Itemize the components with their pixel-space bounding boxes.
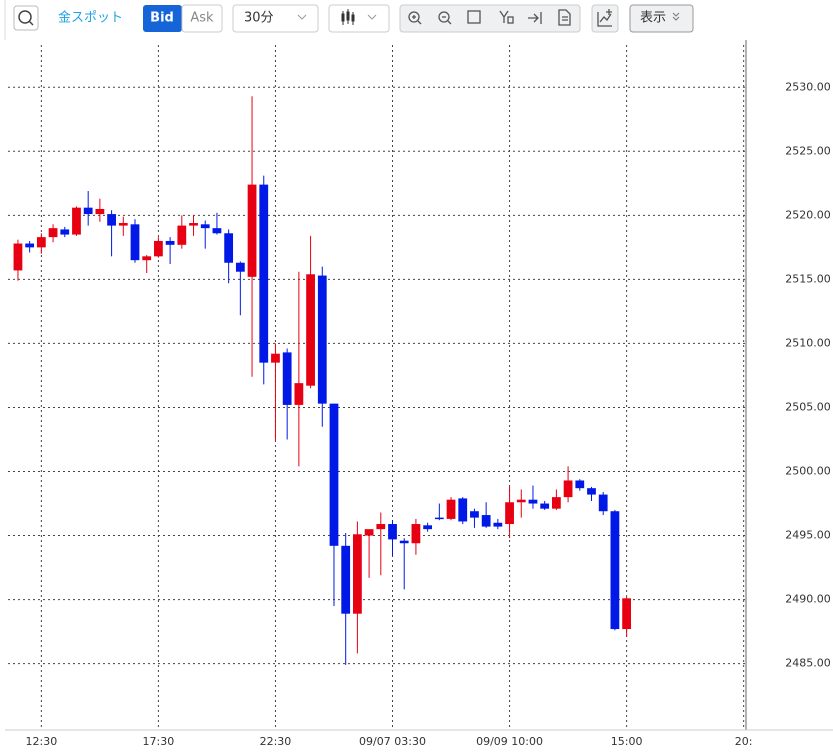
display-label: 表示 — [640, 11, 666, 26]
candle-body — [551, 497, 561, 509]
interval-label: 30分 — [244, 11, 274, 26]
candle-body — [130, 224, 140, 261]
display-button[interactable] — [629, 4, 694, 33]
y-tick-label: 2515.00 — [785, 272, 831, 285]
candle-body — [622, 598, 631, 630]
candle-body — [95, 208, 105, 215]
bid-label: Bid — [150, 11, 174, 26]
y-tick-label: 2520.00 — [785, 208, 831, 221]
candle-body — [610, 511, 620, 630]
y-tick-label: 2495.00 — [785, 529, 831, 542]
candle-body — [107, 214, 116, 226]
toolbar: 金スポット Bid Ask 30分 表示 — [13, 4, 694, 33]
candle-body — [575, 480, 585, 489]
candle-body — [434, 517, 444, 520]
candle-body — [458, 498, 468, 522]
x-tick-label: 12:30 — [26, 735, 58, 748]
dropdown-arrow — [297, 14, 307, 20]
candle-body — [306, 274, 315, 386]
candle-body — [13, 243, 23, 271]
x-tick-label: 09/09 10:00 — [476, 735, 543, 748]
search-icon — [18, 10, 32, 24]
x-tick-label: 20: — [735, 735, 753, 748]
candle-body — [60, 229, 70, 235]
candle-body — [165, 240, 175, 245]
y-tick-label: 2530.00 — [785, 80, 831, 93]
candle-body — [505, 502, 514, 525]
bid-button[interactable] — [143, 5, 182, 32]
candle-body — [212, 228, 222, 234]
y-tick-label: 2525.00 — [785, 144, 831, 157]
candle-body — [317, 275, 327, 404]
candle-body — [177, 225, 187, 245]
candle-icon — [341, 9, 355, 25]
candle-body — [224, 233, 234, 263]
candle-body — [598, 494, 608, 512]
y-tick-label: 2505.00 — [785, 400, 831, 413]
candle-body — [411, 524, 421, 544]
search-icon — [28, 20, 34, 26]
candle-body — [528, 499, 538, 504]
tool-group — [399, 4, 581, 33]
candle-body — [72, 207, 81, 235]
candle-body — [36, 237, 46, 248]
candle-body — [364, 529, 374, 536]
candle-body — [563, 480, 573, 498]
candle-body — [282, 352, 292, 405]
candle-body — [271, 353, 280, 363]
indicator-icon — [597, 9, 612, 27]
candle-body — [294, 383, 304, 405]
interval-dropdown[interactable] — [232, 4, 319, 33]
candle-body — [329, 403, 339, 546]
candle-body — [200, 224, 210, 229]
candle-body — [189, 223, 198, 226]
y-tick-label: 2510.00 — [785, 336, 831, 349]
candle-body — [399, 540, 409, 544]
x-tick-label: 22:30 — [260, 735, 292, 748]
candle-body — [481, 515, 491, 527]
candle-body — [446, 499, 456, 519]
candle-body — [118, 223, 128, 226]
ask-label: Ask — [190, 11, 214, 26]
x-tick-label: 15:00 — [611, 735, 643, 748]
y-tick-label: 2485.00 — [785, 657, 831, 670]
dropdown-arrow — [367, 14, 377, 20]
candle-body — [48, 228, 58, 238]
candle-body — [235, 262, 245, 272]
candle-body — [516, 499, 526, 503]
candle-body — [423, 525, 433, 530]
plot — [13, 96, 631, 665]
candle-body — [25, 243, 35, 248]
candle-body — [376, 524, 386, 530]
candle-body — [470, 511, 479, 518]
candle-body — [247, 184, 257, 277]
y-tick-label: 2500.00 — [785, 465, 831, 478]
candle-body — [83, 207, 93, 215]
candle-body — [540, 503, 550, 509]
candle-body — [587, 488, 596, 495]
y-tick-label: 2490.00 — [785, 593, 831, 606]
candle-body — [259, 184, 269, 363]
candle-body — [154, 240, 163, 257]
ask-button[interactable] — [181, 4, 223, 33]
candle-body — [493, 522, 503, 527]
tool-icons — [408, 9, 571, 26]
display-arrow — [672, 12, 680, 21]
candle-body — [142, 256, 152, 261]
search-button[interactable] — [13, 5, 39, 31]
x-tick-label: 17:30 — [143, 735, 175, 748]
candle-body — [353, 534, 362, 614]
candle-body — [388, 524, 397, 540]
chart-type-dropdown[interactable] — [328, 4, 390, 33]
symbol-name[interactable]: 金スポット — [58, 10, 123, 26]
candle-body — [341, 545, 351, 614]
x-tick-label: 09/07 03:30 — [359, 735, 426, 748]
